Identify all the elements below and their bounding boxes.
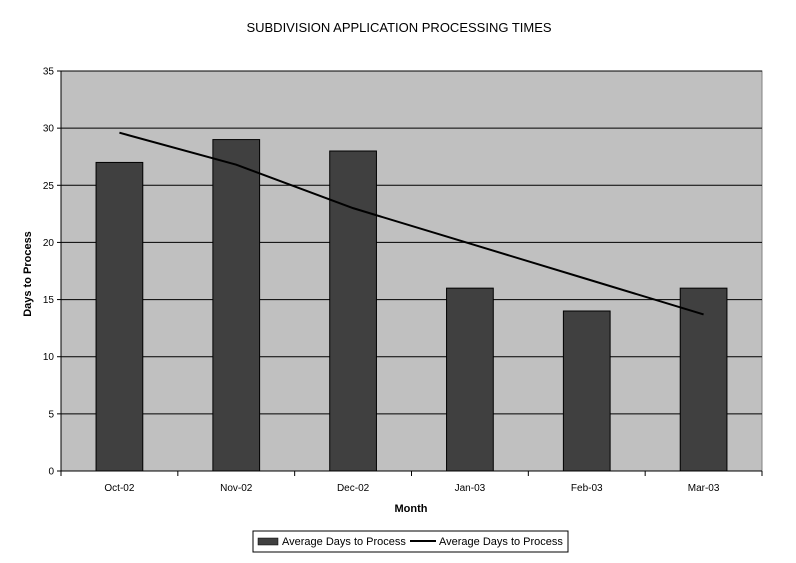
legend: Average Days to Process Average Days to … bbox=[252, 530, 569, 553]
gridlines bbox=[61, 70, 762, 415]
y-tick-label: 0 bbox=[48, 467, 54, 478]
x-tick-label: Nov-02 bbox=[220, 483, 253, 494]
x-tick-label: Mar-03 bbox=[688, 483, 720, 494]
x-axis-title: Month bbox=[395, 503, 428, 515]
y-axis-title: Days to Process bbox=[22, 231, 34, 317]
y-tick-label: 25 bbox=[43, 181, 55, 192]
bar bbox=[329, 150, 377, 472]
y-tick-label: 30 bbox=[43, 124, 55, 135]
trendline-path bbox=[119, 131, 704, 316]
bar bbox=[212, 139, 261, 472]
bar bbox=[679, 287, 728, 472]
x-tick-label: Oct-02 bbox=[104, 483, 134, 494]
y-tick-label: 15 bbox=[43, 295, 55, 306]
y-tick-label: 35 bbox=[43, 67, 55, 78]
bar bbox=[95, 161, 144, 472]
legend-bar-swatch bbox=[257, 537, 279, 546]
x-tick-label: Jan-03 bbox=[455, 483, 486, 494]
x-tick-label: Dec-02 bbox=[337, 483, 370, 494]
bar bbox=[562, 310, 611, 472]
y-tick-label: 10 bbox=[43, 352, 55, 363]
bars bbox=[95, 139, 728, 472]
y-tick-label: 20 bbox=[43, 238, 55, 249]
x-axis: Oct-02 Nov-02 Dec-02 Jan-03 Feb-03 Mar-03 bbox=[60, 470, 763, 494]
y-axis: 0 5 10 15 20 25 30 35 bbox=[43, 67, 62, 478]
legend-bar-label: Average Days to Process bbox=[282, 536, 406, 548]
bar bbox=[446, 287, 494, 472]
x-tick-label: Feb-03 bbox=[571, 483, 603, 494]
chart-title: SUBDIVISION APPLICATION PROCESSING TIMES bbox=[246, 20, 551, 35]
trendline bbox=[119, 131, 704, 316]
legend-line-label: Average Days to Process bbox=[439, 536, 563, 548]
plot-area bbox=[60, 70, 763, 472]
y-tick-label: 5 bbox=[48, 409, 54, 420]
